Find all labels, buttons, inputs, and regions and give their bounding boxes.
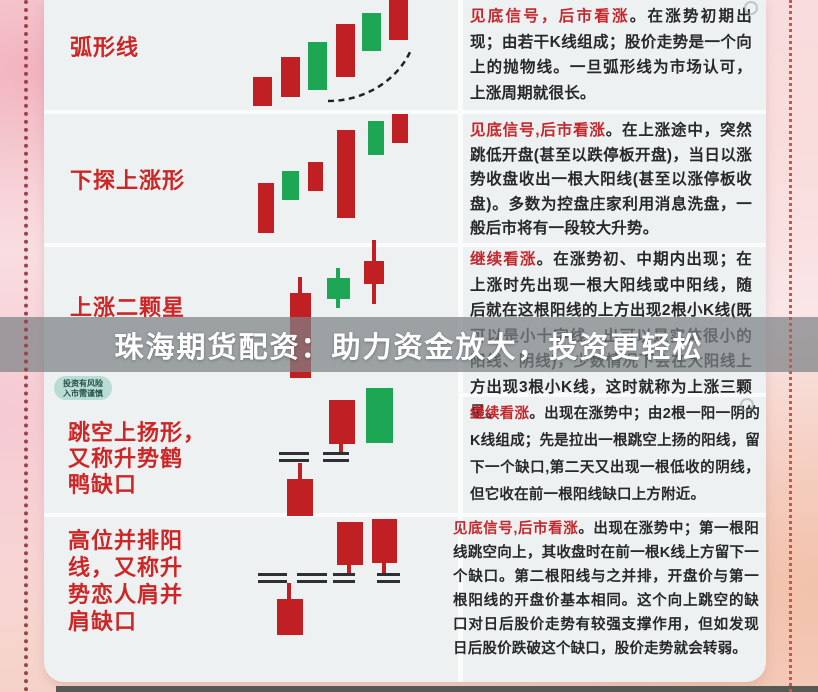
signal-text: 继续看涨 [470, 251, 537, 268]
candle-wick [336, 268, 340, 279]
gap-dash [258, 580, 287, 583]
watermark-text: 珠海期货配资：助力资金放大，投资更轻松 [114, 331, 704, 364]
candle-body [258, 183, 274, 233]
gap-dash [279, 452, 309, 455]
candle-wick [372, 240, 376, 262]
candle-body [392, 114, 408, 143]
pattern-label-probe-rise: 下探上涨形 [70, 168, 186, 193]
signal-text: 见底信号,后市看涨 [453, 521, 579, 537]
candle-wick [339, 444, 343, 453]
pattern-description: 见底信号，后市看涨。在涨势初期出现；由若干K线组成；股价走势是一个向上的抛物线。… [470, 4, 752, 106]
gap-dash [377, 573, 400, 576]
gap-dash [297, 573, 327, 576]
candle-body [372, 519, 397, 563]
gap-dash [323, 459, 349, 462]
gap-dash [258, 573, 287, 576]
description-text: 。出现在涨势中；第一根阳线跳空向上，其收盘时在前一根K线上方留下一个缺口。第二根… [453, 521, 759, 657]
candle-body [364, 261, 384, 284]
watermark-logo-icon [740, 398, 754, 412]
candle-wick [298, 277, 302, 294]
pattern-label-parallel-yang: 高位并排阳 线，又称升 势恋人肩并 肩缺口 [68, 528, 184, 634]
row-separator [44, 243, 766, 247]
candle-body [281, 57, 300, 97]
gap-dash [323, 452, 349, 455]
candle-body [308, 162, 323, 191]
candle-body [389, 0, 408, 40]
candle-wick [347, 565, 351, 574]
candle-body [366, 388, 393, 443]
candle-body [362, 13, 381, 51]
pattern-label-two-stars: 上涨二颗星 [70, 295, 186, 320]
gap-dash [297, 580, 327, 583]
candle-body [287, 479, 313, 516]
candle-wick [298, 463, 302, 479]
watermark-logo-icon [744, 1, 758, 15]
candle-body [253, 77, 272, 106]
row-separator [44, 513, 766, 517]
candle-wick [382, 563, 386, 573]
right-dotted-border [789, 0, 792, 692]
candle-body [329, 400, 355, 444]
candle-body [282, 171, 299, 200]
row-separator [44, 110, 766, 114]
gap-dash [333, 573, 355, 576]
candle-wick [372, 283, 376, 304]
candle-body [336, 24, 355, 77]
bottom-strip [56, 686, 818, 692]
gap-dash [279, 459, 309, 462]
candle-body [337, 522, 363, 565]
candle-body [337, 130, 355, 218]
signal-text: 见底信号,后市看涨 [470, 122, 606, 139]
candle-wick [336, 298, 340, 308]
risk-disclaimer-badge: 投资有风险 入市需谨慎 [54, 376, 112, 400]
signal-text: 见底信号，后市看涨 [470, 8, 630, 25]
pattern-label-gap-up: 跳空上扬形， 又称升势鹤 鸭缺口 [68, 420, 207, 497]
description-text: 。在涨势初期出现；由若干K线组成；股价走势是一个向上的抛物线。一旦弧形线为市场认… [470, 8, 752, 102]
gap-dash [377, 580, 400, 583]
candle-body [308, 42, 327, 90]
description-text: 。出现在涨势中；由2根一阳一阴的K线组成；先是拉出一根跳空上扬的阳线，留下一个缺… [470, 406, 760, 503]
left-dotted-border [24, 0, 28, 692]
pattern-label-arc-line: 弧形线 [70, 35, 140, 60]
candle-body [327, 278, 350, 299]
candle-body [277, 599, 303, 635]
description-text: 。在上涨途中，突然跳低开盘(甚至以跌停板开盘)，当日以涨势收盘收出一根大阳线(甚… [470, 122, 752, 237]
watermark-band: 珠海期货配资：助力资金放大，投资更轻松 [0, 317, 818, 372]
signal-text: 继续看涨 [470, 406, 530, 422]
pattern-description: 见底信号,后市看涨。在上涨途中，突然跳低开盘(甚至以跌停板开盘)，当日以涨势收盘… [470, 119, 752, 242]
candle-wick [287, 583, 291, 599]
gap-dash [333, 580, 355, 583]
row-separator [458, 393, 766, 397]
pattern-description: 继续看涨。出现在涨势中；由2根一阳一阴的K线组成；先是拉出一根跳空上扬的阳线，留… [470, 401, 760, 509]
pattern-description: 见底信号,后市看涨。出现在涨势中；第一根阳线跳空向上，其收盘时在前一根K线上方留… [453, 517, 759, 661]
candle-body [368, 121, 384, 155]
